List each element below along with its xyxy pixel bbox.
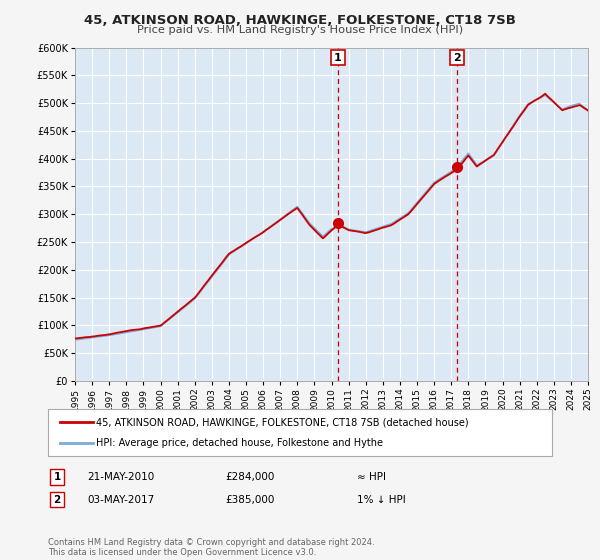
- Text: Price paid vs. HM Land Registry's House Price Index (HPI): Price paid vs. HM Land Registry's House …: [137, 25, 463, 35]
- Text: 1: 1: [53, 472, 61, 482]
- Text: 45, ATKINSON ROAD, HAWKINGE, FOLKESTONE, CT18 7SB: 45, ATKINSON ROAD, HAWKINGE, FOLKESTONE,…: [84, 14, 516, 27]
- Text: 1% ↓ HPI: 1% ↓ HPI: [357, 494, 406, 505]
- Text: £385,000: £385,000: [225, 494, 274, 505]
- Text: Contains HM Land Registry data © Crown copyright and database right 2024.
This d: Contains HM Land Registry data © Crown c…: [48, 538, 374, 557]
- Text: 2: 2: [453, 53, 461, 63]
- Text: 21-MAY-2010: 21-MAY-2010: [87, 472, 154, 482]
- Text: 2: 2: [53, 494, 61, 505]
- Text: 45, ATKINSON ROAD, HAWKINGE, FOLKESTONE, CT18 7SB (detached house): 45, ATKINSON ROAD, HAWKINGE, FOLKESTONE,…: [96, 417, 469, 427]
- Text: £284,000: £284,000: [225, 472, 274, 482]
- Text: 1: 1: [334, 53, 342, 63]
- Text: HPI: Average price, detached house, Folkestone and Hythe: HPI: Average price, detached house, Folk…: [96, 438, 383, 448]
- Text: ≈ HPI: ≈ HPI: [357, 472, 386, 482]
- Text: 03-MAY-2017: 03-MAY-2017: [87, 494, 154, 505]
